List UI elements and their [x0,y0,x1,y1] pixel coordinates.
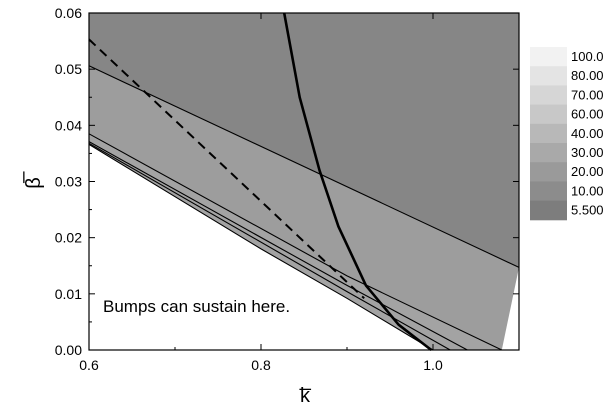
contour-line-0 [88,65,520,268]
contour-line-3 [88,142,451,351]
y-tick-label: 0.01 [55,286,82,302]
x-tick-label: 0.8 [251,357,271,373]
x-tick-label: 1.0 [423,357,443,373]
contour-region-0 [89,13,519,268]
legend-label: 30.00 [571,145,604,160]
legend-label: 100.0 [571,49,604,64]
legend-swatch [530,143,567,163]
legend-label: 20.00 [571,164,604,179]
color-scale-legend: 100.0 80.00 70.00 60.00 40.00 30.00 20.00 10.00… [530,47,604,221]
y-tick-label: 0.04 [55,117,82,133]
contour-regions [89,13,519,351]
x-tick-label: 0.6 [79,357,99,373]
legend-label: 70.00 [571,87,604,102]
legend-swatch [530,200,567,221]
legend-swatch [530,162,567,182]
legend-label: 40.00 [571,126,604,141]
contour-lines [88,12,520,352]
legend-label: 10.00 [571,183,604,198]
y-tick-label: 0.02 [55,230,82,246]
y-axis-label: β̅ [22,171,45,189]
axis-ticks: 0.6 0.8 1.0 0.00 0.01 0.02 0.03 0.04 0.05 0.06 [55,5,520,373]
y-tick-label: 0.03 [55,174,82,190]
legend-label: 5.500 [571,203,604,218]
dashed-line [88,38,365,300]
contour-region-1 [89,65,519,351]
contour-line-1 [88,133,503,351]
legend-swatch [530,123,567,144]
y-tick-label: 0.06 [55,5,82,21]
annotation-text: Bumps can sustain here. [103,297,290,316]
legend-swatch [530,104,567,125]
x-axis-label: k̅ [299,385,311,407]
contour-line-4 [88,143,434,351]
legend-swatch [530,85,567,106]
thick-curve [282,12,433,352]
legend-swatch [530,181,567,202]
legend-swatch [530,47,567,67]
legend-swatch [530,66,567,86]
legend-label: 60.00 [571,107,604,122]
y-tick-label: 0.00 [55,342,82,358]
y-tick-label: 0.05 [55,61,82,77]
contour-line-2 [88,141,468,351]
legend-label: 80.00 [571,68,604,83]
